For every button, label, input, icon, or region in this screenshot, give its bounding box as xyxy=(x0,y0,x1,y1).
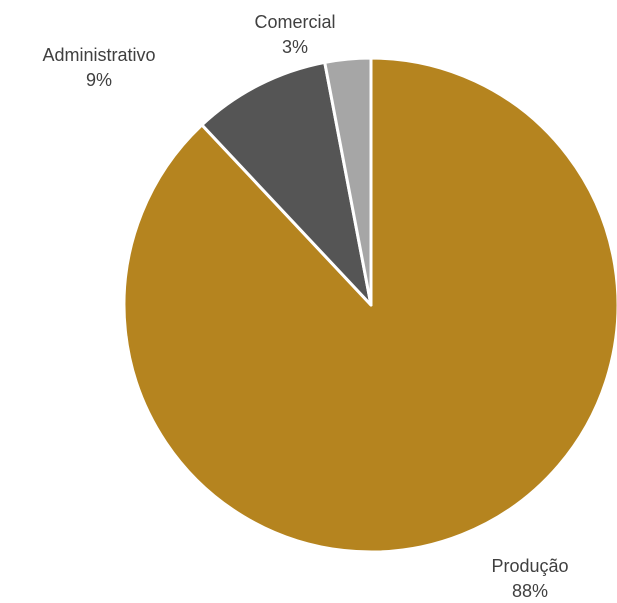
slice-category-label: Comercial xyxy=(254,12,335,32)
slice-category-label: Produção xyxy=(491,556,568,576)
slice-value-label: 88% xyxy=(512,581,548,601)
slice-category-label: Administrativo xyxy=(42,45,155,65)
pie-labels: Produção 88% Administrativo 9% Comercial 3% xyxy=(42,12,568,601)
slice-value-label: 3% xyxy=(282,37,308,57)
pie-slice-administrativo xyxy=(200,60,373,307)
pie-slices xyxy=(122,56,617,554)
slice-value-label: 9% xyxy=(86,70,112,90)
pie-slice-comercial xyxy=(323,56,373,307)
